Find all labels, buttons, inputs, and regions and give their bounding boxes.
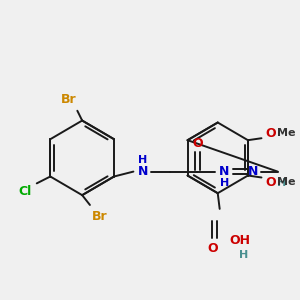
Text: N: N [138, 165, 148, 178]
Text: N: N [248, 165, 259, 178]
Text: O: O [266, 127, 277, 140]
Text: H: H [220, 178, 229, 188]
Text: H: H [139, 155, 148, 165]
Text: O: O [208, 242, 218, 255]
Text: Br: Br [92, 210, 107, 223]
Text: OH: OH [230, 234, 250, 247]
Text: Me: Me [278, 177, 296, 188]
Text: O: O [192, 136, 202, 150]
Text: N: N [219, 165, 230, 178]
Text: H: H [239, 250, 248, 260]
Text: O: O [266, 176, 277, 189]
Text: Br: Br [61, 93, 76, 106]
Text: Cl: Cl [19, 185, 32, 198]
Text: H: H [277, 178, 286, 188]
Text: Me: Me [278, 128, 296, 138]
